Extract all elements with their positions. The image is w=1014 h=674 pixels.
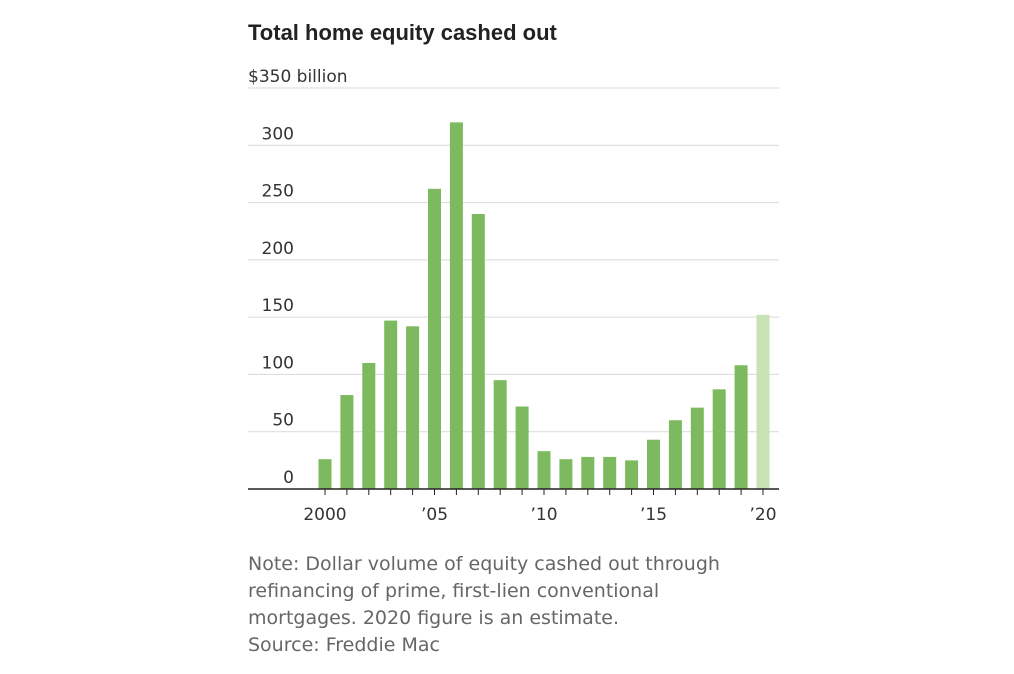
bars — [318, 122, 770, 489]
bar-2019 — [734, 365, 748, 489]
x-tick-label: ’05 — [421, 505, 448, 525]
bar-2002 — [362, 362, 376, 489]
bar-2001 — [340, 395, 354, 489]
x-tick-label: ’10 — [530, 505, 557, 525]
bar-2008 — [493, 380, 507, 489]
bar-2018 — [712, 389, 726, 489]
y-tick-label: 250 — [262, 182, 294, 202]
bar-2007 — [471, 214, 485, 489]
y-tick-label: 200 — [262, 239, 294, 259]
bar-2006 — [449, 122, 463, 489]
bar-2003 — [384, 320, 398, 489]
bar-2014 — [625, 460, 639, 489]
chart-note: Note: Dollar volume of equity cashed out… — [248, 551, 808, 659]
bar-2000 — [318, 459, 332, 489]
gridlines — [248, 87, 779, 433]
bar-2013 — [603, 456, 617, 489]
y-tick-label: 100 — [262, 353, 294, 373]
bar-2011 — [559, 459, 573, 489]
source-line: Source: Freddie Mac — [248, 634, 440, 656]
note-line-1: Note: Dollar volume of equity cashed out… — [248, 553, 720, 575]
x-tick-label: ’20 — [749, 505, 776, 525]
bar-2004 — [406, 326, 420, 489]
bar-2016 — [668, 420, 682, 489]
y-tick-label: 150 — [262, 296, 294, 316]
x-tick-label: 2000 — [303, 505, 346, 525]
bar-2009 — [515, 406, 529, 489]
chart-title: Total home equity cashed out — [248, 20, 557, 45]
y-tick-label: $350 billion — [248, 67, 348, 87]
y-tick-label: 50 — [272, 411, 294, 431]
y-tick-label: 0 — [283, 468, 294, 488]
bar-chart: $350 billion 300 250 200 150 100 50 0 2000 ’05 ’1… — [248, 67, 779, 525]
y-tick-label: 300 — [262, 124, 294, 144]
note-line-3: mortgages. 2020 figure is an estimate. — [248, 607, 620, 629]
bar-2012 — [581, 456, 595, 489]
bar-2015 — [647, 439, 660, 489]
y-axis-ticks: $350 billion 300 250 200 150 100 50 0 — [248, 67, 348, 488]
bar-2005 — [428, 188, 441, 489]
bar-2020 — [756, 314, 770, 489]
x-tick-label: ’15 — [640, 505, 667, 525]
note-line-2: refinancing of prime, first-lien convent… — [248, 580, 660, 602]
x-axis: 2000 ’05 ’10 ’15 ’20 — [248, 488, 779, 525]
bar-2017 — [690, 407, 704, 489]
bar-2010 — [537, 451, 551, 489]
